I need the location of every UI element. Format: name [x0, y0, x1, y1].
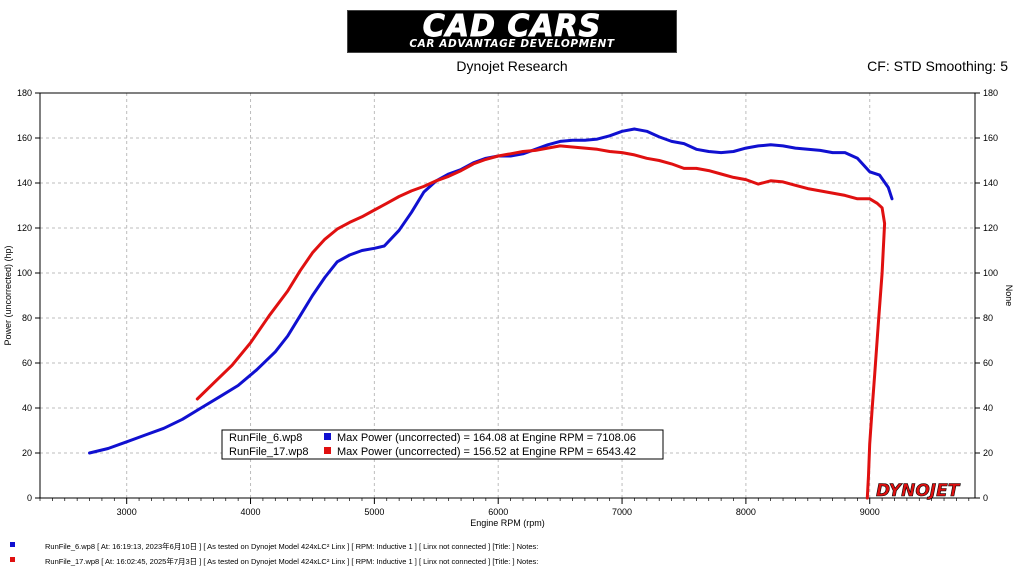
y-tick-label: 120: [17, 223, 32, 233]
run-info-text: RunFile_17.wp8 [ At: 16:02:45, 2025年7月3日…: [45, 557, 539, 566]
logo-title: CAD CARS: [422, 9, 602, 45]
x-tick-label: 4000: [241, 507, 261, 517]
x-tick-label: 6000: [488, 507, 508, 517]
y2-tick-label: 120: [983, 223, 998, 233]
x-tick-label: 8000: [736, 507, 756, 517]
legend-box: RunFile_6.wp8 Max Power (uncorrected) = 1…: [221, 429, 664, 460]
legend-file-name: RunFile_6.wp8: [229, 432, 302, 444]
y-tick-label: 80: [22, 313, 32, 323]
axis-ticks: 3000 4000 5000 6000 7000 8000 9000 0 0 20 20 40 40 60…: [17, 88, 998, 517]
x-tick-label: 9000: [860, 507, 880, 517]
y-tick-label: 100: [17, 268, 32, 278]
y2-tick-label: 100: [983, 268, 998, 278]
y-axis-label: Power (uncorrected) (hp): [3, 245, 13, 345]
series-line-2: [195, 144, 887, 500]
y2-tick-label: 60: [983, 358, 993, 368]
series-lines: [88, 127, 894, 500]
y2-tick-label: 140: [983, 178, 998, 188]
run-info-text: RunFile_6.wp8 [ At: 16:19:13, 2023年6月10日…: [45, 542, 539, 551]
x-tick-label: 5000: [364, 507, 384, 517]
legend-entry-text: Max Power (uncorrected) = 164.08 at Engi…: [337, 432, 636, 444]
x-tick-label: 3000: [117, 507, 137, 517]
y2-tick-label: 80: [983, 313, 993, 323]
chart-subtitle: Dynojet Research: [456, 58, 568, 74]
y-tick-label: 40: [22, 403, 32, 413]
y2-axis-label: None: [1004, 285, 1014, 307]
legend-swatch: [324, 433, 331, 440]
x-tick-label: 7000: [612, 507, 632, 517]
run-color-swatch: [10, 557, 15, 562]
legend-file-name: RunFile_17.wp8: [229, 446, 309, 458]
y-tick-label: 20: [22, 448, 32, 458]
y2-tick-label: 0: [983, 493, 988, 503]
correction-factor-label: CF: STD Smoothing: 5: [867, 58, 1008, 74]
run-color-swatch: [10, 542, 15, 547]
y-tick-label: 60: [22, 358, 32, 368]
legend-swatch: [324, 447, 331, 454]
legend-frame: [221, 429, 664, 460]
y2-tick-label: 180: [983, 88, 998, 98]
y2-tick-label: 20: [983, 448, 993, 458]
dynojet-watermark: DYNOJET: [876, 481, 961, 501]
series-line-1: [88, 127, 894, 455]
y2-tick-label: 160: [983, 133, 998, 143]
y-tick-label: 160: [17, 133, 32, 143]
y-tick-label: 140: [17, 178, 32, 188]
legend-entry-text: Max Power (uncorrected) = 156.52 at Engi…: [337, 446, 636, 458]
y2-tick-label: 40: [983, 403, 993, 413]
logo-tagline: CAR ADVANTAGE DEVELOPMENT: [409, 38, 615, 50]
y-tick-label: 0: [27, 493, 32, 503]
plot-frame: [39, 92, 976, 499]
x-axis-label: Engine RPM (rpm): [470, 518, 545, 528]
y-tick-label: 180: [17, 88, 32, 98]
cad-cars-logo: CAD CARS CAR ADVANTAGE DEVELOPMENT: [347, 9, 677, 53]
